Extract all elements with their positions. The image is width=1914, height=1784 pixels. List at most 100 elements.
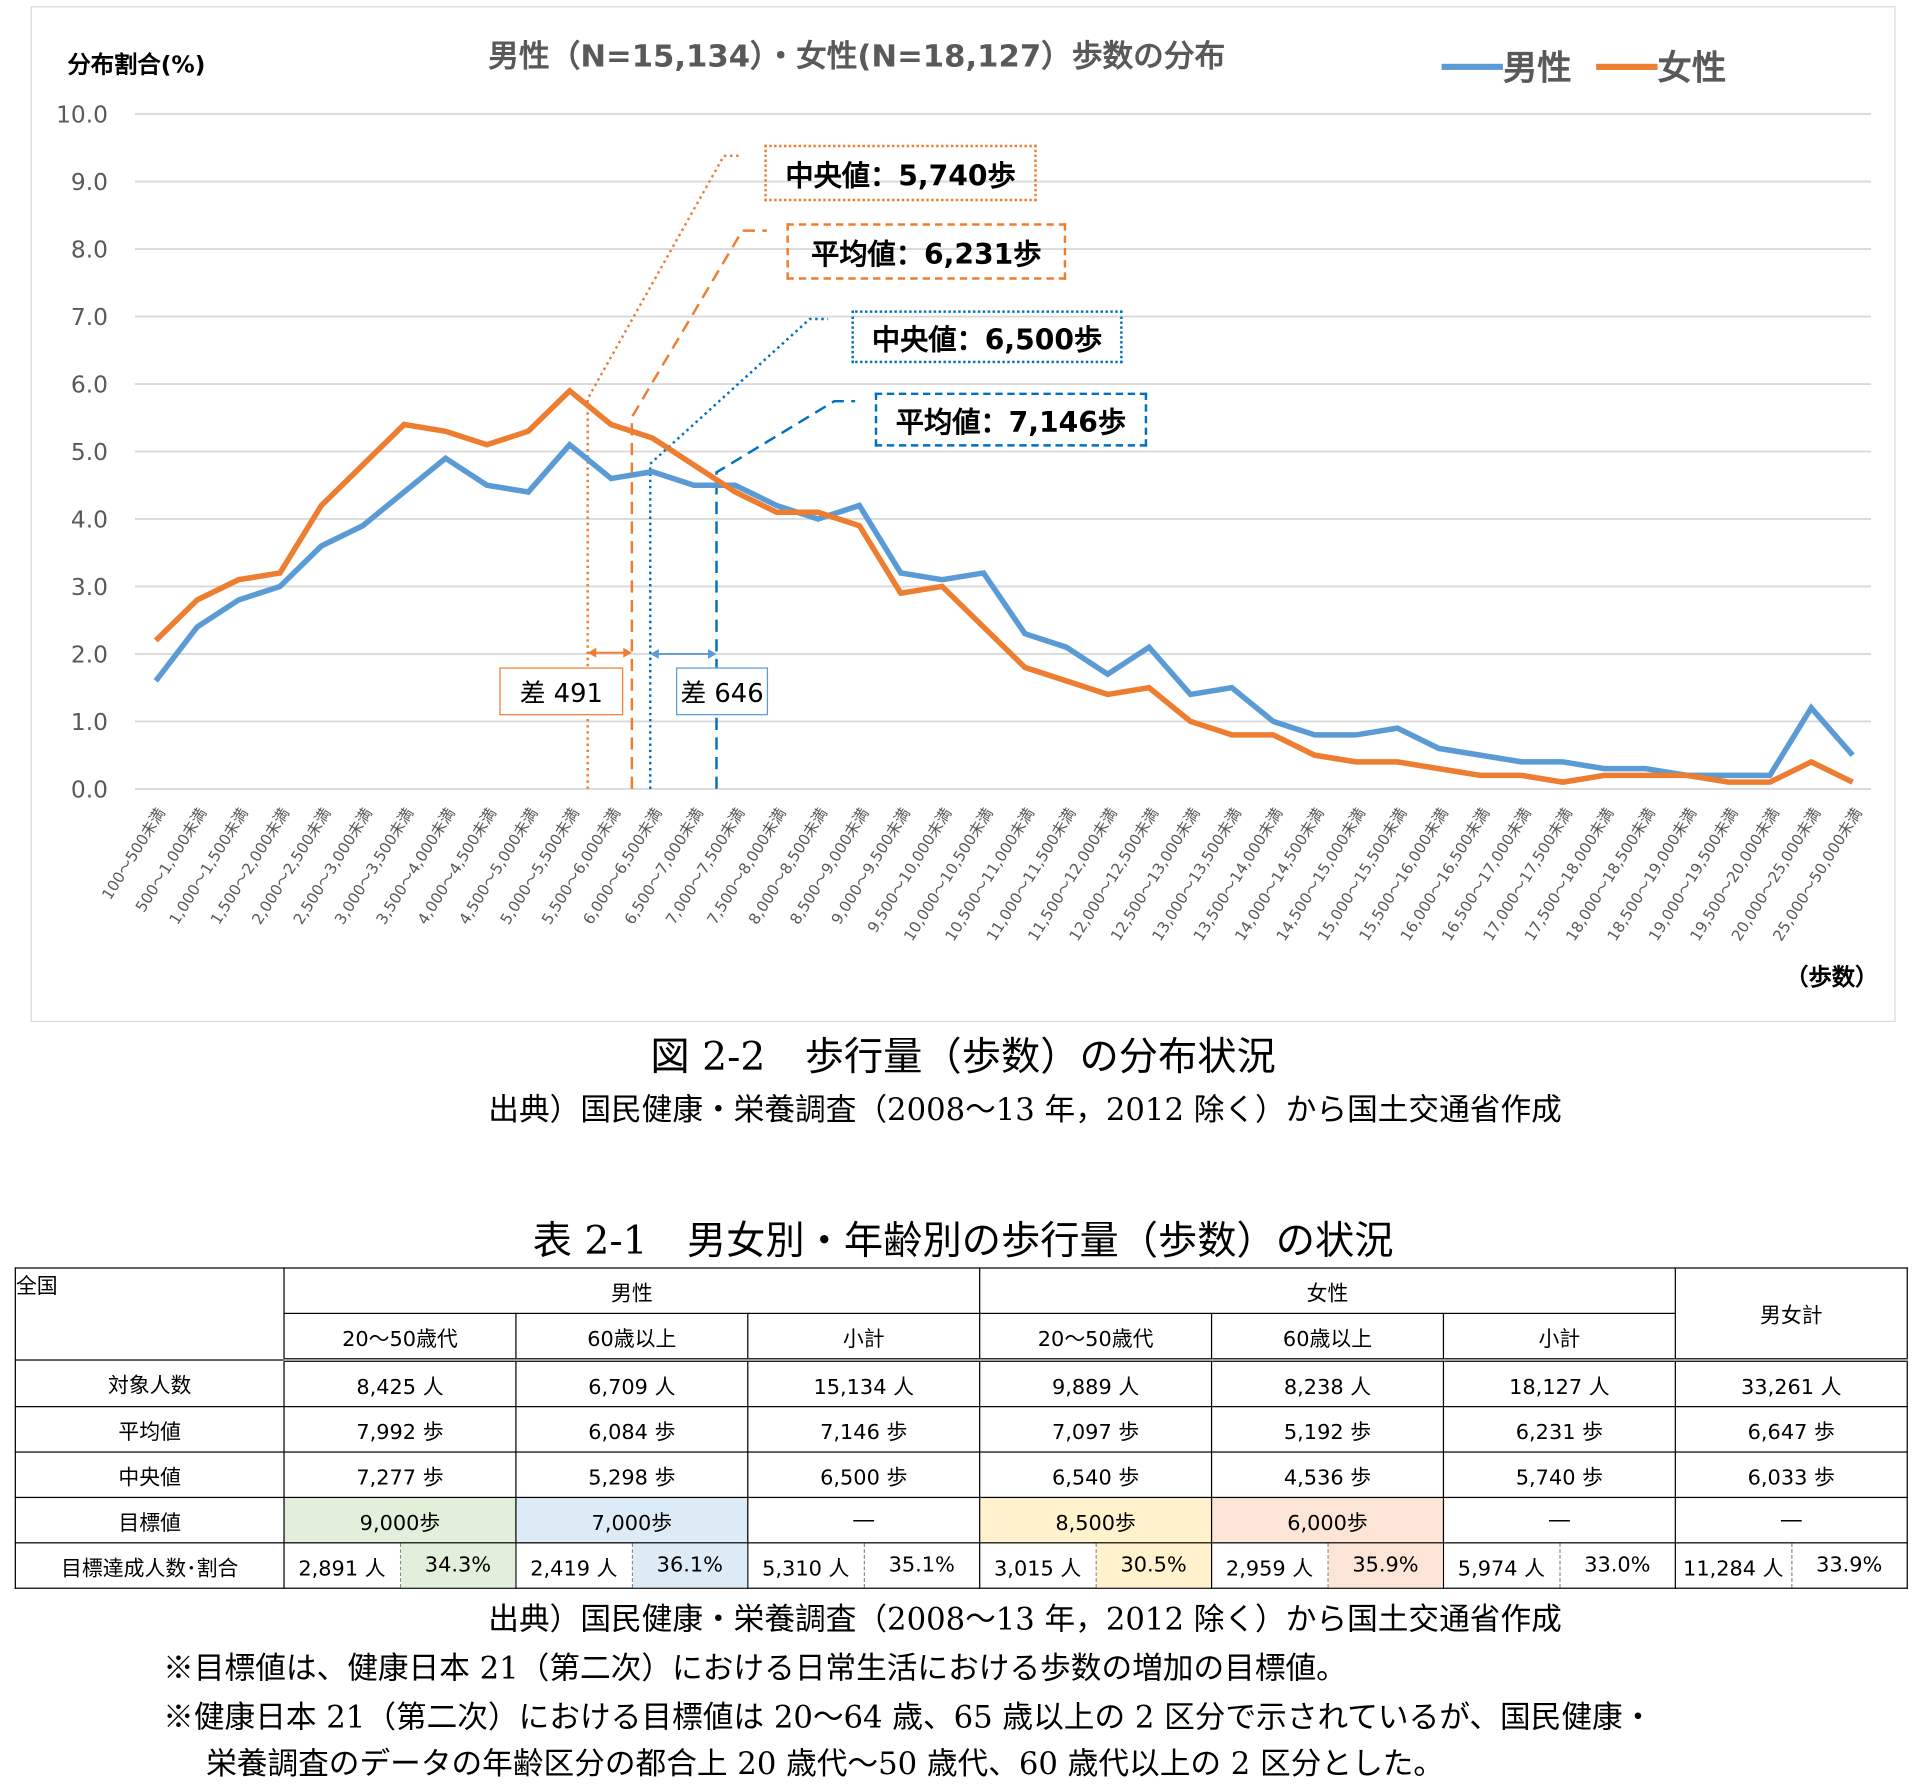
y-tick-label: 9.0 [71, 169, 108, 196]
table-cell: 9,889 人 [980, 1360, 1212, 1407]
male-mean-line [717, 401, 856, 789]
table-cell: 6,033 歩 [1675, 1452, 1907, 1497]
table-cell: 6,709 人 [516, 1360, 748, 1407]
series-line-male [156, 445, 1853, 776]
achieve-count: 2,891 人 [285, 1543, 401, 1587]
table-cell: 6,231 歩 [1443, 1407, 1675, 1452]
achieve-rate: 34.3% [401, 1543, 516, 1587]
figure-source: 出典）国民健康・栄養調査（2008～13 年，2012 除く）から国土交通省作成 [488, 1086, 1561, 1130]
table-cell: 33,261 人 [1675, 1360, 1907, 1407]
note-2: ※健康日本 21（第二次）における目標値は 20～64 歳、65 歳以上の 2 … [163, 1693, 1653, 1737]
y-axis-label: 分布割合(%) [67, 47, 205, 80]
annotation-female-mean: 平均値：6,231歩 [786, 223, 1066, 279]
table-cell: 4,536 歩 [1212, 1452, 1444, 1497]
achieve-rate: 35.1% [864, 1543, 979, 1587]
subheader: 小計 [1443, 1313, 1675, 1360]
y-tick-label: 7.0 [71, 304, 108, 331]
table-cell: 15,134 人 [748, 1360, 980, 1407]
note-3: 栄養調査のデータの年齢区分の都合上 20 歳代～50 歳代、60 歳代以上の 2… [206, 1740, 1444, 1784]
achieve-count: 2,959 人 [1212, 1543, 1328, 1587]
y-tick-label: 8.0 [71, 237, 108, 264]
y-tick-label: 6.0 [71, 372, 108, 399]
y-tick-label: 0.0 [71, 776, 108, 803]
table-cell: 7,992 歩 [284, 1407, 516, 1452]
table-cell: ― [748, 1497, 980, 1542]
table-cell: 9,000歩 [284, 1497, 516, 1542]
y-tick-label: 1.0 [71, 709, 108, 736]
annotation-male-median: 中央値：6,500歩 [851, 310, 1122, 363]
y-tick-label: 3.0 [71, 574, 108, 601]
table-cell: 7,277 歩 [284, 1452, 516, 1497]
table-cell: ― [1675, 1497, 1907, 1542]
row-label: 中央値 [15, 1452, 284, 1497]
x-axis-label: （歩数） [1785, 959, 1878, 992]
row-label: 目標達成人数･割合 [15, 1543, 284, 1588]
table-title: 表 2-1 男女別・年齢別の歩行量（歩数）の状況 [0, 1210, 1914, 1266]
achieve-count: 5,974 人 [1444, 1543, 1560, 1587]
y-tick-label: 10.0 [56, 102, 108, 129]
row-label: 目標値 [15, 1497, 284, 1542]
annotation-male-mean: 平均値：7,146歩 [875, 393, 1147, 447]
annotation-female-median: 中央値：5,740歩 [764, 145, 1036, 201]
table-cell: 5,192 歩 [1212, 1407, 1444, 1452]
table-cell: 6,500 歩 [748, 1452, 980, 1497]
annotation-female-diff: 差 491 [499, 667, 623, 715]
achieve-rate: 33.9% [1792, 1543, 1907, 1587]
table-cell: 6,000歩 [1212, 1497, 1444, 1542]
table-cell: 5,298 歩 [516, 1452, 748, 1497]
subheader: 60歳以上 [1212, 1313, 1444, 1360]
male-median-line [650, 319, 828, 789]
legend-swatch-male [1442, 63, 1503, 69]
achieve-rate: 30.5% [1096, 1543, 1211, 1587]
table-cell: 8,425 人 [284, 1360, 516, 1407]
y-tick-label: 2.0 [71, 642, 108, 669]
table-cell: 7,146 歩 [748, 1407, 980, 1452]
achieve-count: 5,310 人 [748, 1543, 864, 1587]
table-cell: ― [1443, 1497, 1675, 1542]
achieve-rate: 33.0% [1560, 1543, 1675, 1587]
table-cell: 8,500歩 [980, 1497, 1212, 1542]
figure-caption: 図 2-2 歩行量（歩数）の分布状況 [0, 1026, 1914, 1082]
table-corner: 全国 [15, 1268, 284, 1360]
table-cell: 7,000歩 [516, 1497, 748, 1542]
legend-swatch-female [1596, 63, 1657, 69]
subheader: 20～50歳代 [980, 1313, 1212, 1360]
group-female: 女性 [980, 1268, 1676, 1313]
group-total: 男女計 [1675, 1268, 1907, 1360]
row-label: 対象人数 [15, 1360, 284, 1407]
table-cell: 18,127 人 [1443, 1360, 1675, 1407]
table-cell: 6,084 歩 [516, 1407, 748, 1452]
chart-title: 男性（N=15,134）・女性(N=18,127）歩数の分布 [488, 32, 1225, 76]
subheader: 小計 [748, 1313, 980, 1360]
annotation-male-diff: 差 646 [676, 667, 768, 715]
group-male: 男性 [284, 1268, 980, 1313]
table-cell: 6,647 歩 [1675, 1407, 1907, 1452]
table-source: 出典）国民健康・栄養調査（2008～13 年，2012 除く）から国土交通省作成 [488, 1595, 1561, 1639]
legend-male: 男性 [1503, 42, 1572, 91]
achieve-rate: 35.9% [1328, 1543, 1443, 1587]
row-label: 平均値 [15, 1407, 284, 1452]
table-cell: 8,238 人 [1212, 1360, 1444, 1407]
achieve-count: 2,419 人 [517, 1543, 633, 1587]
legend-female: 女性 [1658, 42, 1727, 91]
y-tick-label: 4.0 [71, 507, 108, 534]
y-tick-label: 5.0 [71, 439, 108, 466]
table-cell: 5,740 歩 [1443, 1452, 1675, 1497]
achieve-rate: 36.1% [632, 1543, 747, 1587]
achieve-count: 11,284 人 [1676, 1543, 1792, 1587]
subheader: 60歳以上 [516, 1313, 748, 1360]
legend: 男性 女性 [1442, 42, 1727, 91]
subheader: 20～50歳代 [284, 1313, 516, 1360]
